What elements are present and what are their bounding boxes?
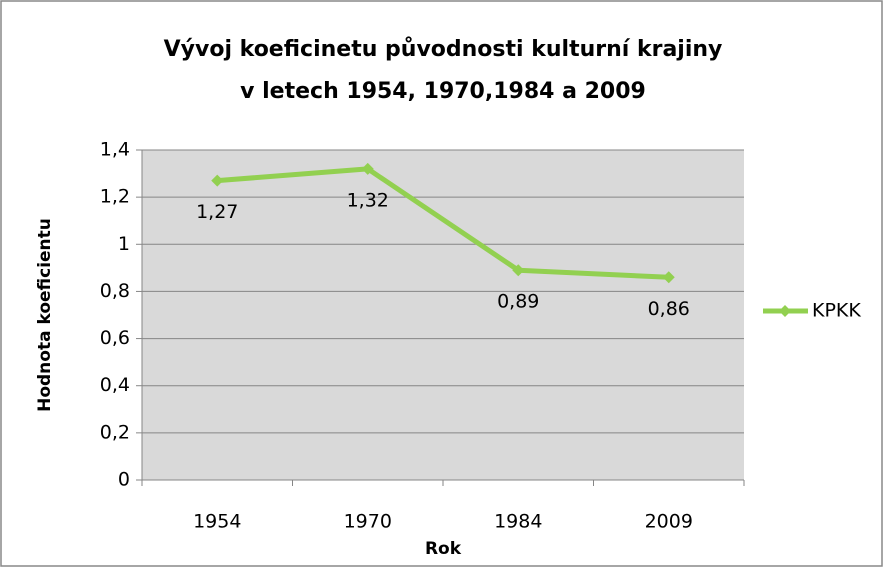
data-marker: [662, 271, 675, 284]
x-axis-label: Rok: [425, 539, 462, 559]
data-label: 0,86: [648, 298, 690, 320]
chart-title: Vývoj koeficinetu původnosti kulturní kr…: [164, 37, 723, 62]
data-label: 0,89: [497, 291, 539, 313]
data-marker: [211, 174, 224, 187]
y-tick-label: 0,6: [100, 327, 130, 349]
data-marker: [361, 162, 374, 175]
data-marker: [512, 264, 525, 277]
x-tick-label: 1970: [344, 511, 392, 533]
legend-label: KPKK: [812, 300, 861, 322]
y-tick-label: 0: [118, 469, 130, 491]
x-tick-label: 2009: [645, 511, 693, 533]
x-tick-label: 1954: [193, 511, 241, 533]
y-tick-label: 0,2: [100, 421, 130, 443]
y-tick-label: 0,8: [100, 280, 130, 302]
data-label: 1,32: [347, 189, 389, 211]
data-label: 1,27: [196, 201, 238, 223]
y-tick-label: 0,4: [100, 374, 130, 396]
legend-marker: [779, 305, 791, 317]
plot-area: [142, 150, 744, 480]
x-tick-label: 1984: [494, 511, 542, 533]
y-tick-label: 1,4: [100, 139, 130, 161]
data-line: [217, 166, 669, 280]
y-axis-label: Hodnota koeficientu: [35, 218, 55, 412]
chart-title: v letech 1954, 1970,1984 a 2009: [240, 79, 646, 104]
y-tick-label: 1,2: [100, 186, 130, 208]
y-tick-label: 1: [118, 233, 130, 255]
